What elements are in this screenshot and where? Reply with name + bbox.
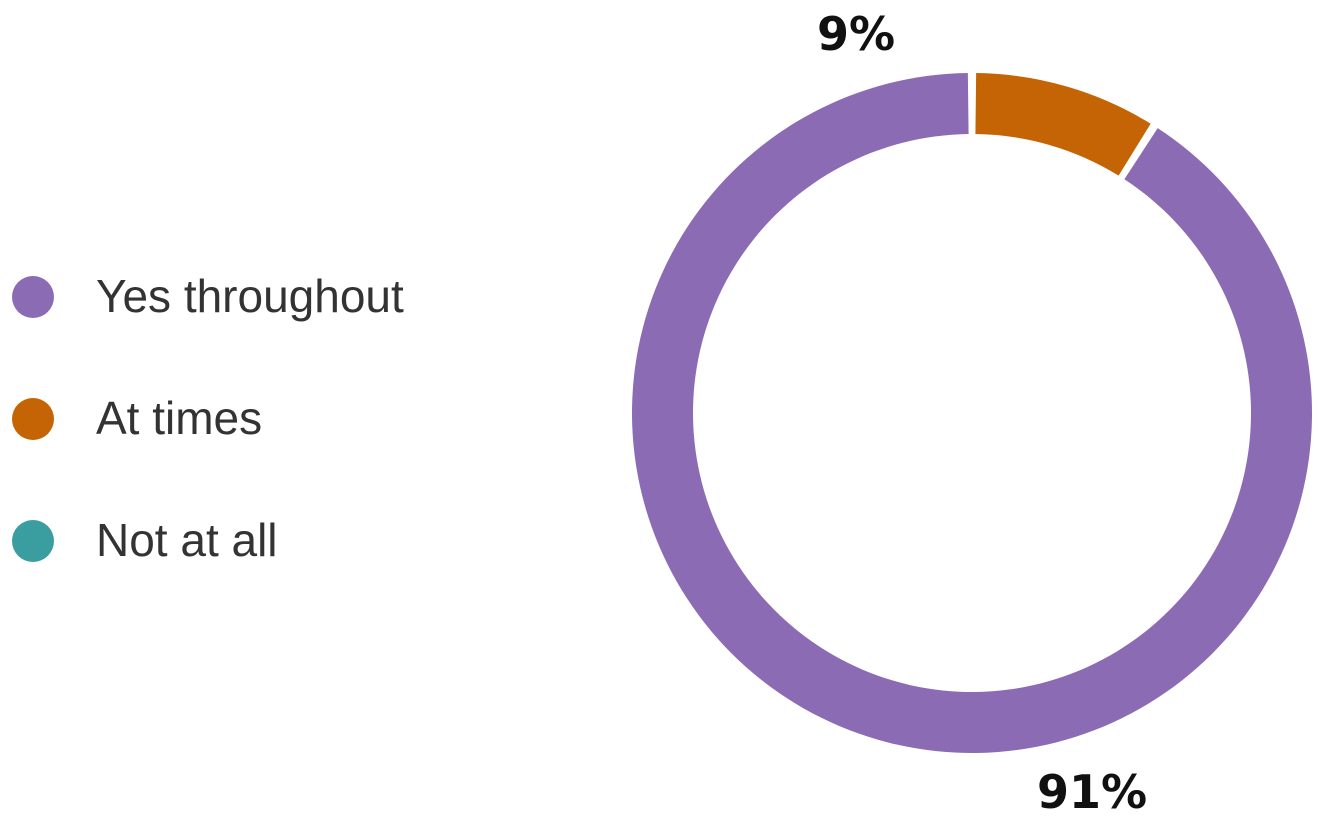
legend-item-not-at-all[interactable]: Not at all [12,510,572,570]
legend-swatch-at-times [12,398,54,440]
legend-item-yes-throughout[interactable]: Yes throughout [12,266,572,326]
donut-slice-yes-throughout[interactable] [631,73,1312,753]
value-label-yes-throughout: 91% [1037,765,1147,818]
donut-slice-at-times[interactable] [975,73,1151,176]
chart-legend: Yes throughout At times Not at all [12,266,572,632]
legend-swatch-not-at-all [12,520,54,562]
legend-label: Not at all [96,514,278,566]
donut-slices [631,73,1312,753]
legend-label: Yes throughout [96,270,404,322]
donut-value-labels: 91% 9% [817,7,1147,818]
legend-swatch-yes-throughout [12,276,54,318]
value-label-at-times: 9% [817,7,895,61]
legend-label: At times [96,392,263,444]
legend-item-at-times[interactable]: At times [12,388,572,448]
